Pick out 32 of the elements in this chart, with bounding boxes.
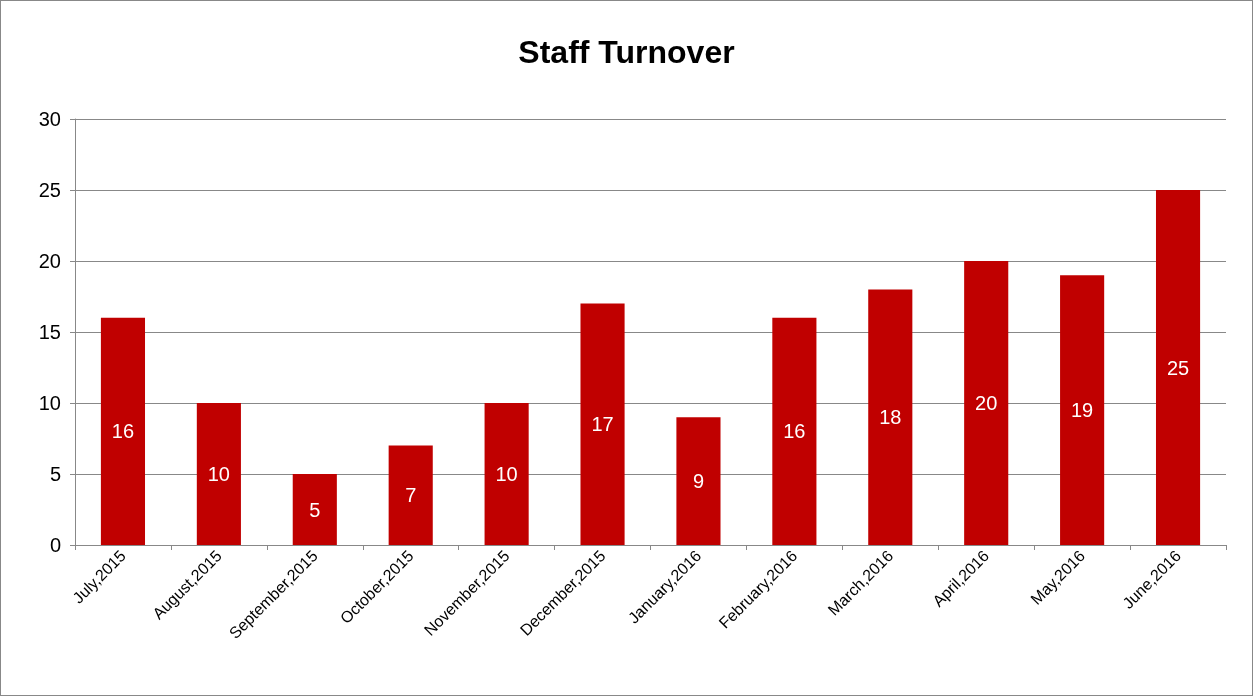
y-tick-label: 30	[38, 108, 61, 130]
data-label: 25	[1166, 356, 1190, 379]
data-label: 10	[207, 463, 230, 485]
y-tick-label: 20	[38, 250, 61, 272]
data-label: 9	[692, 470, 705, 493]
y-tick-label: 0	[49, 534, 61, 556]
y-tick-label: 10	[38, 392, 61, 414]
data-label: 16	[111, 420, 135, 443]
data-label: 10	[495, 463, 518, 485]
bar	[868, 289, 913, 545]
bar	[580, 303, 625, 545]
y-tick-label: 5	[49, 463, 61, 485]
bar	[100, 317, 146, 545]
data-label: 17	[591, 413, 614, 436]
bar	[484, 403, 529, 545]
data-label: 7	[405, 484, 417, 507]
data-label: 18	[879, 406, 902, 429]
bar	[388, 445, 433, 545]
bar	[772, 317, 817, 545]
bar	[1155, 190, 1201, 545]
bar	[196, 403, 241, 545]
y-tick-label: 25	[38, 179, 61, 201]
data-label: 19	[1071, 399, 1094, 422]
data-label: 5	[309, 498, 321, 521]
chart-title: Staff Turnover	[518, 34, 735, 70]
y-tick-label: 15	[38, 321, 61, 343]
bar	[292, 474, 337, 545]
data-label: 16	[783, 420, 806, 443]
bar	[1060, 275, 1105, 545]
bar	[676, 417, 721, 545]
data-label: 20	[975, 392, 998, 414]
bar	[964, 261, 1009, 545]
